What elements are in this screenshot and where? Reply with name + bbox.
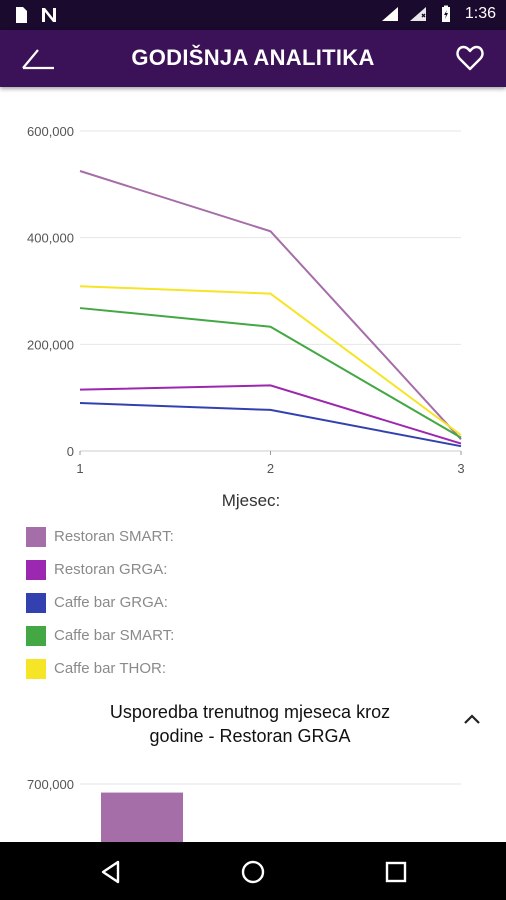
legend-item: Restoran SMART: <box>26 520 174 553</box>
series-line <box>79 170 462 440</box>
file-icon <box>16 7 27 23</box>
x-axis-label: Mjesec: <box>222 491 281 510</box>
x-tick-label: 1 <box>76 461 83 476</box>
chevron-up-icon[interactable] <box>462 712 482 726</box>
analytics-content[interactable]: 600,000 400,000 200,000 0 1 2 3 Mjesec: Restora… <box>0 87 506 842</box>
series-line <box>79 402 462 448</box>
legend-swatch <box>26 658 46 679</box>
y-tick-label: 400,000 <box>27 231 74 246</box>
status-time: 1:36 <box>464 5 496 22</box>
series-line <box>79 384 462 445</box>
legend-label: Caffe bar SMART: <box>54 627 175 644</box>
x-tick-label: 3 <box>457 461 464 476</box>
legend-item: Restoran GRGA: <box>26 553 174 586</box>
heart-icon[interactable] <box>456 45 484 71</box>
legend-label: Restoran GRGA: <box>54 561 168 578</box>
legend-item: Caffe bar SMART: <box>26 619 174 652</box>
battery-icon <box>441 5 450 22</box>
legend-swatch <box>26 625 46 646</box>
chart-legend: Restoran SMART: Restoran GRGA: Caffe bar G… <box>26 520 174 685</box>
series-line <box>79 285 462 436</box>
legend-swatch <box>26 592 46 613</box>
y-tick-label: 600,000 <box>27 124 74 139</box>
section-title-line2: godine - Restoran GRGA <box>149 726 351 746</box>
section-title: Usporedba trenutnog mjeseca kroz godine … <box>60 700 440 748</box>
back-arrow-icon[interactable] <box>20 46 56 72</box>
x-tick-label: 2 <box>267 461 274 476</box>
section-title-line1: Usporedba trenutnog mjeseca kroz <box>109 702 391 722</box>
legend-swatch <box>26 526 46 547</box>
wifi-icon <box>381 7 398 21</box>
y-tick-label: 0 <box>67 444 74 459</box>
y-tick-label: 700,000 <box>27 777 74 792</box>
signal-icon <box>409 7 426 21</box>
back-triangle-icon[interactable] <box>98 859 124 885</box>
legend-swatch <box>26 559 46 580</box>
legend-label: Caffe bar GRGA: <box>54 594 168 611</box>
bar <box>101 792 183 842</box>
yearly-bar-chart: 700,000 <box>27 777 461 842</box>
navigation-bar <box>0 842 506 900</box>
monthly-line-chart: 600,000 400,000 200,000 01 2 3 Mjesec: <box>27 124 465 510</box>
y-tick-label: 200,000 <box>27 337 74 352</box>
home-circle-icon[interactable] <box>240 859 266 885</box>
legend-label: Caffe bar THOR: <box>54 660 166 677</box>
app-bar: GODIŠNJA ANALITIKA <box>0 30 506 87</box>
legend-item: Caffe bar GRGA: <box>26 586 174 619</box>
legend-label: Restoran SMART: <box>54 528 174 545</box>
series-line <box>79 307 462 439</box>
n-notification-icon <box>42 8 56 22</box>
page-title: GODIŠNJA ANALITIKA <box>131 45 375 70</box>
recents-square-icon[interactable] <box>383 859 409 885</box>
status-bar: 1:36 <box>0 0 506 30</box>
legend-item: Caffe bar THOR: <box>26 652 174 685</box>
